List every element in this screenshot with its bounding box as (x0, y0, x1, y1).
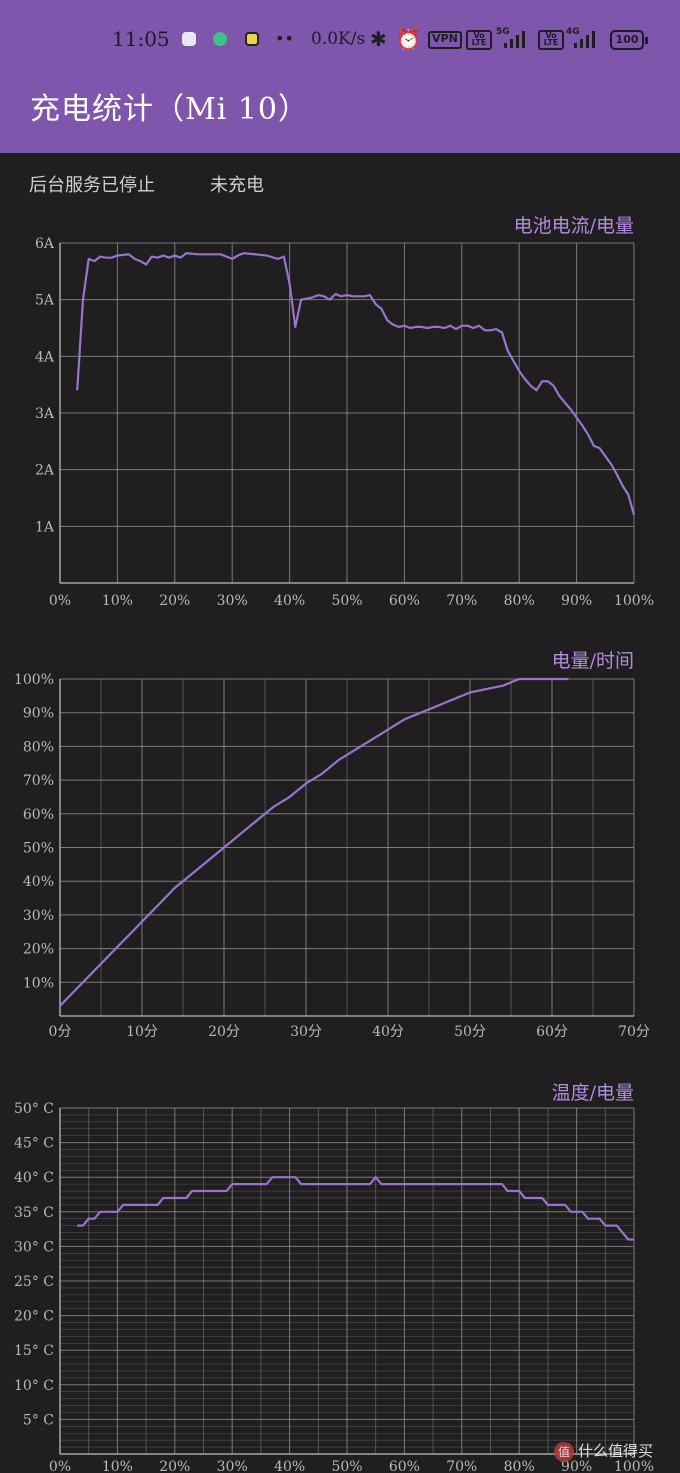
watermark-text: 什么值得买 (578, 1442, 654, 1460)
y-tick-label: 15° C (14, 1343, 54, 1359)
x-tick-label: 0分 (49, 1024, 72, 1040)
battery-icon: 100 (610, 30, 648, 50)
x-tick-label: 60% (389, 593, 420, 609)
more-dots-icon: •• (275, 29, 294, 48)
y-tick-label: 6A (35, 236, 55, 252)
alarm-icon: ⏰ (396, 27, 421, 51)
chart-title: 温度/电量 (552, 1082, 634, 1104)
y-tick-label: 20° C (14, 1309, 54, 1325)
x-tick-label: 30% (217, 1459, 248, 1473)
x-tick-label: 90% (561, 1459, 592, 1473)
message-icon (182, 32, 196, 46)
x-tick-label: 100% (614, 593, 654, 609)
y-tick-label: 25° C (14, 1274, 54, 1290)
chart-title: 电池电流/电量 (514, 215, 634, 237)
x-tick-label: 50% (331, 593, 362, 609)
y-tick-label: 30° C (14, 1239, 54, 1255)
x-tick-label: 50分 (454, 1024, 486, 1040)
network-speed: 0.0K/s (311, 29, 366, 49)
status-bar: 11:05 •• 0.0K/s ✱ ⏰ VPN Vo LTE 5G Vo LTE… (0, 22, 680, 56)
x-tick-label: 80% (504, 1459, 535, 1473)
y-tick-label: 70% (23, 773, 54, 789)
series-line (76, 252, 636, 516)
x-tick-label: 0% (49, 593, 71, 609)
y-tick-label: 35° C (14, 1205, 54, 1221)
y-tick-label: 50° C (14, 1101, 54, 1117)
x-tick-label: 100% (614, 1459, 654, 1473)
sim1-type: 5G (496, 27, 510, 37)
x-tick-label: 30% (217, 593, 248, 609)
y-tick-label: 3A (35, 406, 55, 422)
x-tick-label: 60分 (536, 1024, 568, 1040)
y-tick-label: 100% (14, 672, 54, 688)
x-tick-label: 20分 (208, 1024, 240, 1040)
y-tick-label: 40° C (14, 1170, 54, 1186)
x-tick-label: 30分 (290, 1024, 322, 1040)
x-tick-label: 50% (331, 1459, 362, 1473)
bluetooth-icon: ✱ (370, 27, 387, 51)
x-tick-label: 20% (159, 593, 190, 609)
y-tick-label: 50% (23, 841, 54, 857)
y-tick-label: 60% (23, 807, 54, 823)
app-header (0, 0, 680, 153)
x-tick-label: 70分 (618, 1024, 650, 1040)
page-title: 充电统计（Mi 10） (30, 92, 310, 127)
y-tick-label: 1A (35, 519, 55, 535)
y-tick-label: 45° C (14, 1136, 54, 1152)
service-status: 后台服务已停止 (29, 175, 155, 196)
y-tick-label: 20% (23, 942, 54, 958)
x-tick-label: 10% (102, 1459, 133, 1473)
capacity-time-chart: 电量/时间 0分 10分 20分 30分 40分 50分 60分 70分 10% 20% 30% 40%… (14, 650, 650, 1040)
x-tick-label: 0% (49, 1459, 71, 1473)
x-tick-label: 60% (389, 1459, 420, 1473)
wechat-icon (213, 32, 227, 46)
y-tick-label: 10° C (14, 1378, 54, 1394)
x-tick-label: 70% (446, 1459, 477, 1473)
current-chart: 电池电流/电量 0% 10% 20% 30% 40% 50% 60% 70% 80% 90% 100%… (35, 215, 654, 609)
volte-icon-2: Vo LTE (538, 30, 564, 50)
chart-title: 电量/时间 (552, 650, 634, 672)
x-tick-label: 10% (102, 593, 133, 609)
watermark: 值什么值得买 (554, 1440, 653, 1462)
temperature-chart: 温度/电量 0% 10% 20% 30% 40% 50% 60% 70% 80% 90% 100% 5°… (14, 1082, 654, 1473)
volte-icon: Vo LTE (466, 30, 492, 50)
x-tick-label: 70% (446, 593, 477, 609)
y-tick-label: 90% (23, 706, 54, 722)
y-tick-label: 4A (35, 349, 55, 365)
signal-icon-2 (574, 30, 600, 48)
y-tick-label: 5° C (23, 1412, 54, 1428)
charging-status: 未充电 (210, 175, 264, 196)
y-tick-label: 5A (35, 293, 55, 309)
x-tick-label: 40% (274, 1459, 305, 1473)
y-tick-label: 30% (23, 908, 54, 924)
status-time: 11:05 (112, 27, 170, 51)
x-tick-label: 20% (159, 1459, 190, 1473)
signal-icon (504, 30, 530, 48)
y-tick-label: 80% (23, 739, 54, 755)
vpn-icon: VPN (428, 31, 462, 49)
y-tick-label: 10% (23, 975, 54, 991)
y-tick-label: 40% (23, 874, 54, 890)
watermark-logo: 值 (554, 1442, 574, 1462)
x-tick-label: 10分 (126, 1024, 158, 1040)
app-icon (245, 32, 259, 46)
sim2-type: 4G (566, 27, 580, 37)
x-tick-label: 90% (561, 593, 592, 609)
x-tick-label: 80% (504, 593, 535, 609)
x-tick-label: 40% (274, 593, 305, 609)
x-tick-label: 40分 (372, 1024, 404, 1040)
series-line (77, 1176, 634, 1241)
series-line (59, 677, 569, 1007)
y-tick-label: 2A (35, 463, 55, 479)
